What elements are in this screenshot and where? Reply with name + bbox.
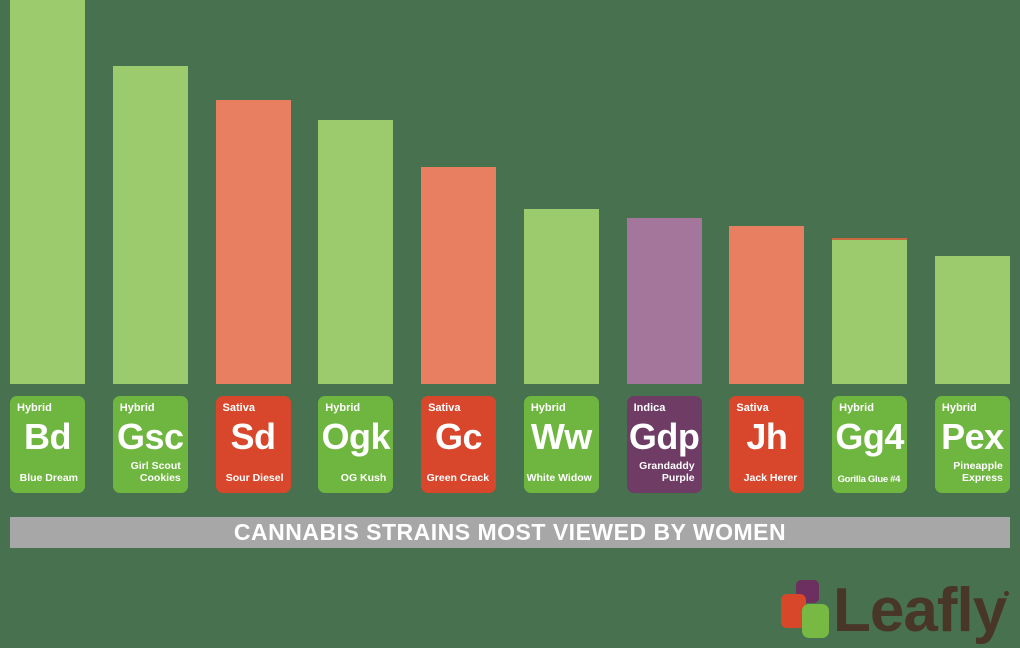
bar-pineapple-express bbox=[934, 256, 1010, 384]
strain-name: Green Crack bbox=[426, 472, 490, 485]
strain-abbr: Gdp bbox=[628, 416, 700, 457]
strain-name: OG Kush bbox=[340, 472, 387, 485]
leafly-tile-green-icon bbox=[802, 604, 829, 638]
strain-type-label: Hybrid bbox=[941, 402, 977, 414]
strain-name: Blue Dream bbox=[19, 472, 78, 485]
strain-name: Pineapple Express bbox=[953, 459, 1003, 485]
strain-name: White Widow bbox=[526, 472, 592, 485]
title-banner: CANNABIS STRAINS MOST VIEWED BY WOMEN bbox=[10, 517, 1010, 548]
strain-abbr: Jh bbox=[746, 416, 788, 457]
chart-title: CANNABIS STRAINS MOST VIEWED BY WOMEN bbox=[233, 519, 787, 545]
strain-type-label: Hybrid bbox=[839, 402, 874, 414]
strain-card-pineapple-express: Hybrid Pex Pineapple Express bbox=[934, 396, 1010, 493]
strain-type-label: Sativa bbox=[428, 402, 461, 414]
strain-type-label: Hybrid bbox=[17, 402, 52, 414]
strain-abbr: Gc bbox=[435, 416, 483, 457]
leafly-logo: Leafly bbox=[781, 578, 1016, 646]
strain-type-label: Hybrid bbox=[530, 402, 566, 414]
leafly-wordmark: Leafly bbox=[833, 576, 1007, 645]
strain-name: Gorilla Glue #4 bbox=[837, 473, 901, 485]
strain-type-label: Hybrid bbox=[325, 402, 361, 414]
strain-name: Sour Diesel bbox=[225, 472, 284, 485]
bar-chart bbox=[10, 0, 1010, 384]
strain-name: Girl Scout Cookies bbox=[130, 459, 181, 485]
strain-card-green-crack: Sativa Gc Green Crack bbox=[421, 396, 497, 493]
strain-abbr: Pex bbox=[941, 416, 1004, 457]
strain-card-og-kush: Hybrid Ogk OG Kush bbox=[318, 396, 394, 493]
strain-card-white-widow: Hybrid Ww White Widow bbox=[523, 396, 599, 493]
strain-abbr: Gsc bbox=[116, 416, 184, 457]
strain-type-label: Sativa bbox=[222, 402, 255, 414]
strain-name: Grandaddy Purple bbox=[639, 459, 695, 485]
bar-gorilla-glue-4 bbox=[832, 238, 908, 384]
strain-card-row: Hybrid Bd Blue Dream Hybrid Gsc Girl Sco… bbox=[10, 396, 1010, 493]
strain-type-label: Hybrid bbox=[119, 402, 155, 414]
strain-type-label: Sativa bbox=[736, 402, 769, 414]
strain-abbr: Ww bbox=[530, 416, 592, 457]
leafly-tile-red-icon bbox=[781, 594, 806, 628]
bar-blue-dream bbox=[10, 0, 85, 384]
strain-card-jack-herer: Sativa Jh Jack Herer bbox=[729, 396, 805, 493]
bar-og-kush bbox=[318, 120, 394, 384]
bar-grandaddy-purple bbox=[626, 218, 702, 384]
strain-abbr: Ogk bbox=[321, 416, 391, 457]
bar-jack-herer bbox=[729, 226, 805, 384]
strain-name: Jack Herer bbox=[743, 472, 798, 485]
strain-card-girl-scout-cookies: Hybrid Gsc Girl Scout Cookies bbox=[112, 396, 188, 493]
strain-card-blue-dream: Hybrid Bd Blue Dream bbox=[10, 396, 85, 493]
bar-girl-scout-cookies bbox=[112, 66, 188, 384]
bar-sour-diesel bbox=[215, 100, 291, 384]
trademark-dot-icon bbox=[1004, 591, 1009, 596]
bar-white-widow bbox=[523, 209, 599, 384]
strain-type-label: Indica bbox=[633, 402, 666, 414]
strain-card-sour-diesel: Sativa Sd Sour Diesel bbox=[215, 396, 291, 493]
bar-green-crack bbox=[421, 167, 497, 384]
strain-abbr: Sd bbox=[230, 416, 277, 457]
strain-card-grandaddy-purple: Indica Gdp Grandaddy Purple bbox=[626, 396, 702, 493]
strain-abbr: Bd bbox=[24, 416, 72, 457]
strain-card-gorilla-glue-4: Hybrid Gg4 Gorilla Glue #4 bbox=[832, 396, 908, 493]
strain-abbr: Gg4 bbox=[835, 416, 904, 457]
